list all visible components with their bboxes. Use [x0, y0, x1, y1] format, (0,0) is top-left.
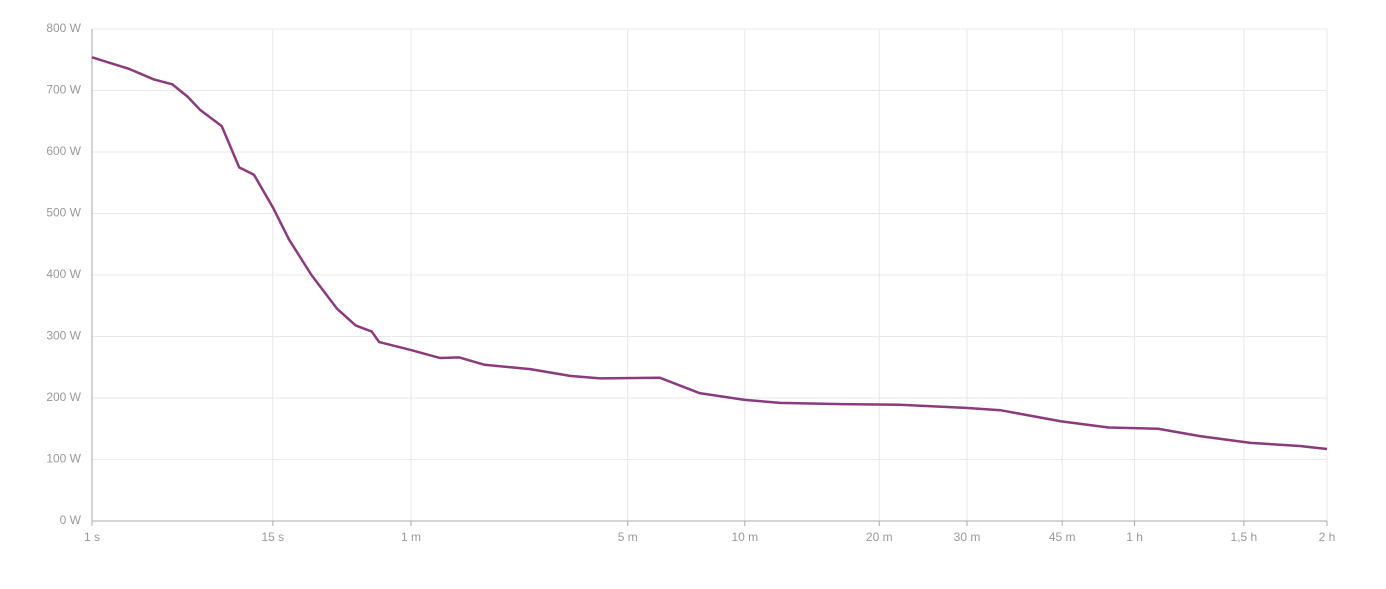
y-tick-label: 200 W	[46, 390, 81, 404]
power-curve	[91, 56, 1328, 451]
x-tick-label: 1 s	[84, 530, 100, 544]
y-tick-label: 800 W	[46, 21, 81, 35]
y-tick-label: 600 W	[46, 144, 81, 158]
x-tick-label: 1 m	[401, 530, 421, 544]
y-tick-label: 100 W	[46, 452, 81, 466]
x-tick-label: 1 h	[1126, 530, 1143, 544]
x-tick-label: 10 m	[731, 530, 758, 544]
y-tick-label: 400 W	[46, 267, 81, 281]
x-tick-label: 45 m	[1049, 530, 1076, 544]
y-tick-label: 500 W	[46, 206, 81, 220]
y-tick-label: 0 W	[60, 513, 82, 527]
x-tick-label: 1,5 h	[1231, 530, 1258, 544]
x-tick-label: 20 m	[866, 530, 893, 544]
x-tick-label: 2 h	[1319, 530, 1336, 544]
y-tick-label: 300 W	[46, 329, 81, 343]
x-tick-label: 5 m	[618, 530, 638, 544]
x-tick-label: 30 m	[954, 530, 981, 544]
y-tick-label: 700 W	[46, 83, 81, 97]
x-tick-label: 15 s	[262, 530, 285, 544]
